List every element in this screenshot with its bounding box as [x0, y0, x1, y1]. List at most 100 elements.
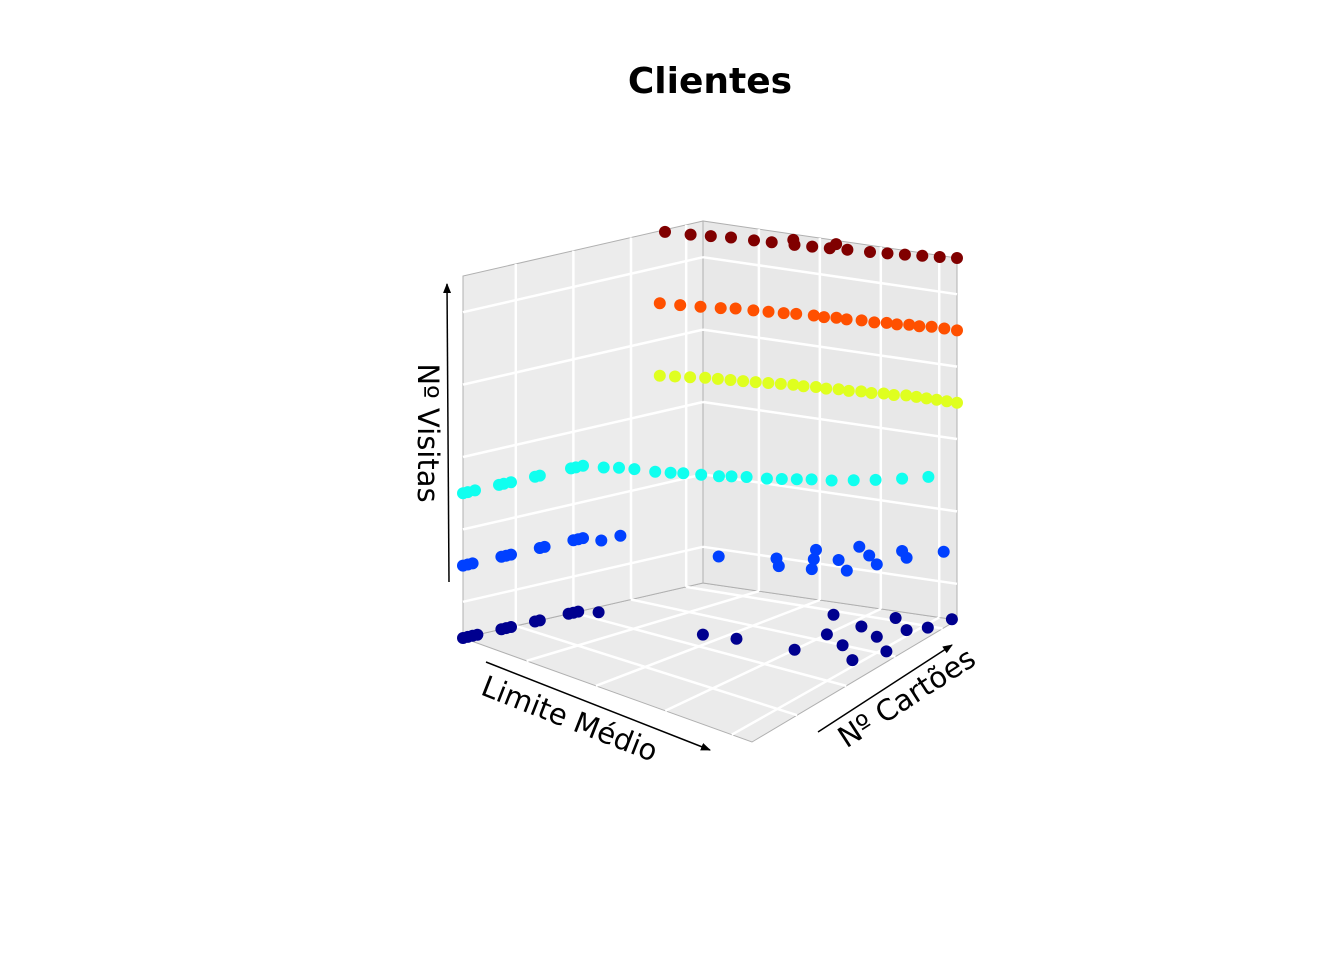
data-point [855, 620, 868, 633]
left-wall-grid-line [462, 400, 704, 459]
data-point [841, 243, 854, 256]
data-point [664, 466, 677, 479]
data-point [471, 628, 484, 641]
data-point [940, 395, 953, 408]
data-point [818, 311, 830, 324]
data-point [469, 484, 481, 497]
data-point [832, 554, 845, 566]
data-point [938, 322, 951, 335]
data-point [649, 465, 662, 478]
data-point [699, 371, 712, 384]
data-point [762, 377, 775, 389]
data-point [880, 316, 893, 329]
data-point [790, 307, 803, 320]
x-axis-arrow [485, 661, 711, 751]
data-point [713, 470, 725, 483]
data-points [457, 225, 963, 667]
data-point [925, 320, 938, 333]
data-point [533, 614, 546, 627]
data-point [855, 385, 868, 398]
data-point [777, 307, 790, 320]
data-point [887, 389, 900, 401]
data-point [920, 392, 933, 405]
data-point [951, 252, 963, 264]
data-point [775, 473, 788, 485]
data-point [774, 377, 787, 390]
data-point [853, 540, 866, 553]
data-point [712, 550, 725, 563]
left-wall-grid-line [462, 473, 704, 531]
data-point [694, 300, 707, 313]
data-point [846, 654, 859, 667]
data-point [725, 231, 737, 244]
data-point [820, 382, 833, 395]
data-point [577, 532, 589, 545]
data-point [684, 371, 697, 384]
data-point [628, 463, 641, 476]
floor-grid-line [515, 624, 798, 717]
data-point [910, 390, 923, 403]
data-point [788, 643, 801, 656]
data-point [533, 469, 546, 482]
data-point [724, 374, 737, 386]
data-point [592, 606, 605, 619]
data-point [704, 230, 717, 243]
data-point [921, 621, 934, 634]
data-point [840, 313, 853, 326]
data-point [880, 645, 893, 658]
data-point [842, 384, 855, 397]
data-point [890, 318, 903, 331]
data-point [900, 624, 913, 637]
data-point [505, 621, 517, 633]
data-point [810, 543, 822, 556]
z-axis: Nº Visitas [411, 283, 452, 583]
data-point [805, 563, 818, 576]
z-axis-arrow [443, 283, 452, 583]
data-point [951, 396, 963, 409]
data-point [951, 324, 963, 337]
data-point [659, 225, 671, 238]
data-point [747, 304, 760, 317]
data-point [903, 318, 916, 331]
floor-grid-line [731, 616, 940, 736]
data-point [669, 370, 681, 383]
right-wall-grid-line [702, 545, 958, 586]
data-point [868, 316, 881, 329]
data-point [760, 472, 773, 485]
data-point [864, 246, 876, 258]
data-point [889, 612, 902, 624]
data-point [945, 613, 958, 626]
data-point [653, 297, 666, 310]
data-point [810, 381, 822, 393]
chart-title: Clientes [628, 61, 792, 102]
y-axis-arrow [817, 644, 953, 733]
data-point [538, 540, 551, 553]
floor-grid-line [664, 607, 882, 712]
data-point [787, 233, 800, 246]
data-point [830, 311, 843, 324]
data-point [870, 558, 883, 571]
left-wall-grid-line [462, 255, 704, 314]
data-point [729, 302, 742, 315]
data-point [725, 470, 738, 483]
data-point [830, 238, 843, 251]
data-point [597, 461, 610, 474]
data-point [613, 461, 625, 474]
data-point [748, 234, 760, 247]
data-point [806, 240, 819, 253]
data-point [695, 468, 708, 481]
data-point [863, 549, 876, 562]
data-point [740, 471, 753, 483]
data-point [877, 387, 890, 400]
data-point [737, 375, 750, 388]
data-point [730, 632, 743, 645]
data-point [937, 545, 950, 558]
data-point [466, 557, 479, 570]
data-point [869, 473, 882, 486]
data-point [714, 302, 727, 315]
data-point [653, 369, 666, 382]
data-point [807, 309, 820, 322]
data-point [865, 387, 878, 399]
data-point [820, 628, 833, 641]
